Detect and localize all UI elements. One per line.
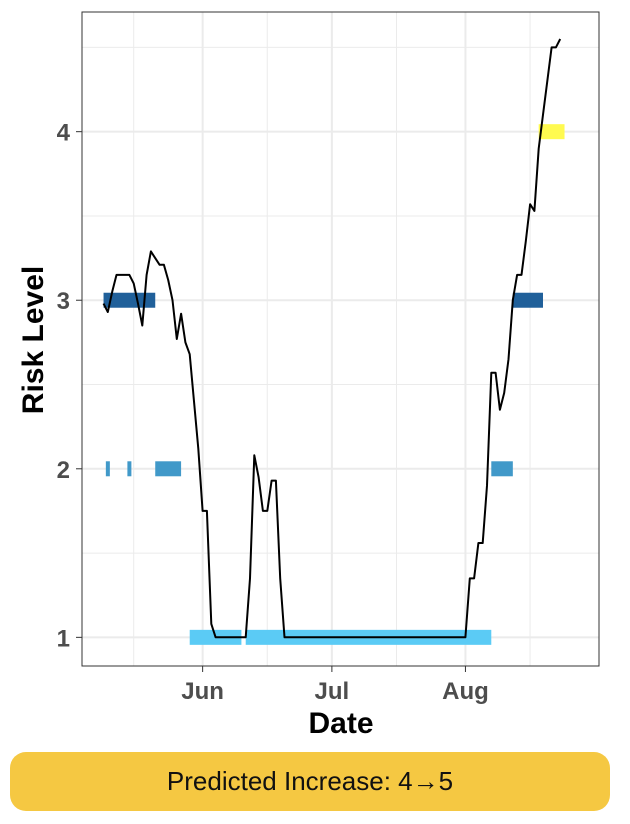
level-4-bar — [538, 124, 565, 140]
prediction-text: Predicted Increase: 4→5 — [166, 766, 454, 796]
plot-panel — [81, 11, 600, 667]
x-tick-label: Aug — [442, 678, 489, 705]
level-2-bar — [127, 461, 132, 477]
risk-level-chart: Jun Jul Aug 1 2 3 4 Date Risk Level — [17, 11, 600, 740]
plot-background — [82, 12, 599, 666]
level-3-bar — [512, 292, 543, 308]
y-axis-title: Risk Level — [17, 266, 50, 414]
level-2-bar — [105, 461, 110, 477]
level-2-bar — [155, 461, 182, 477]
y-axis: 1 2 3 4 — [57, 120, 82, 652]
plot-border — [81, 11, 600, 667]
x-axis-title: Date — [308, 707, 373, 740]
y-tick-label: 4 — [57, 120, 71, 147]
y-tick-label: 1 — [57, 625, 70, 652]
y-tick-label: 2 — [57, 457, 70, 484]
prediction-banner: Predicted Increase: 4→5 — [10, 752, 610, 811]
x-tick-label: Jun — [181, 678, 224, 705]
risk-level-line — [102, 38, 562, 639]
y-tick-label: 3 — [57, 288, 70, 315]
level-3-bar — [103, 292, 156, 308]
x-tick-label: Jul — [315, 678, 350, 705]
level-2-bar — [491, 461, 513, 477]
x-axis: Jun Jul Aug — [181, 666, 489, 705]
